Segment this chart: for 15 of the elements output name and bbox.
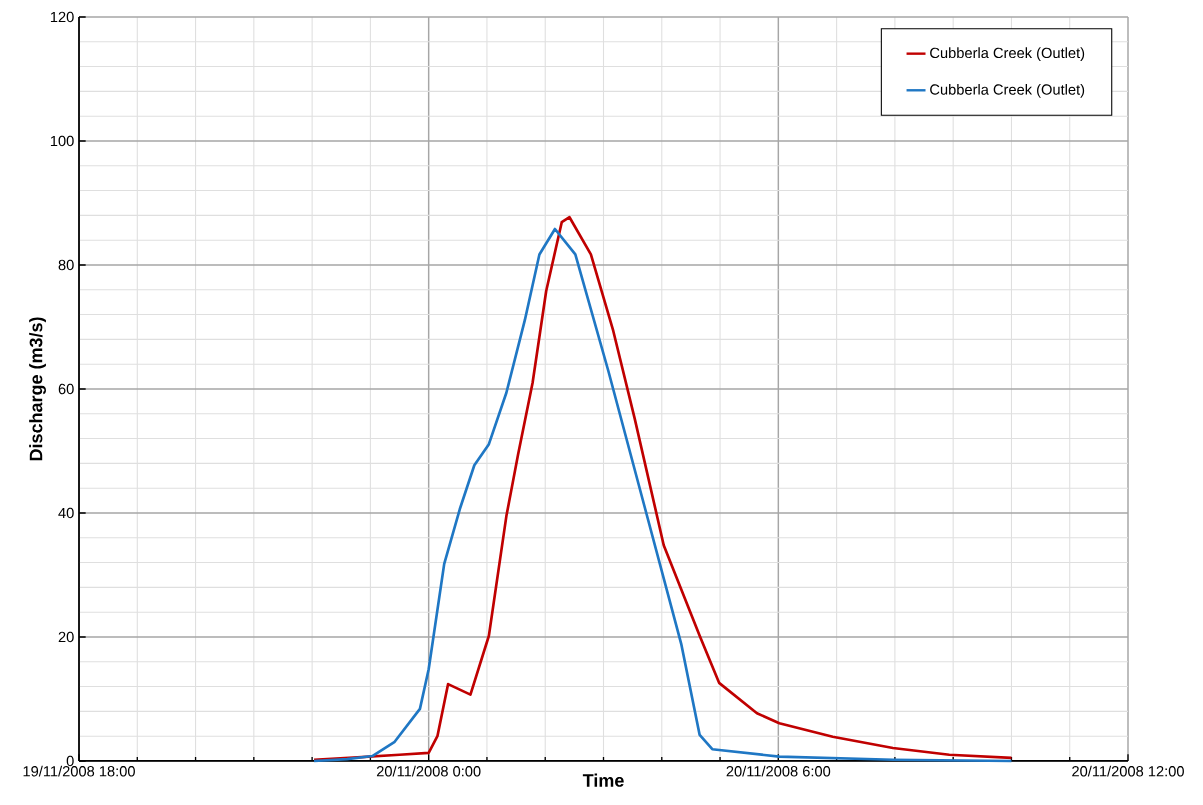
y-tick-label: 120 [50,11,74,23]
legend-label: Cubberla Creek (Outlet) [930,47,1085,61]
y-axis-title: Discharge (m3/s) [29,317,46,461]
x-axis-title: Time [582,773,624,787]
y-tick-label: 60 [58,383,74,395]
y-tick-label: 0 [66,755,74,767]
x-tick-label: 20/11/2008 12:00 [1072,765,1184,777]
y-tick-label: 100 [50,135,74,147]
x-tick-label: 20/11/2008 6:00 [726,765,831,777]
y-tick-label: 40 [58,507,74,519]
legend-label: Cubberla Creek (Outlet) [930,83,1085,98]
x-tick-label: 20/11/2008 0:00 [376,765,481,777]
x-tick-label: 19/11/2008 18:00 [23,765,135,777]
y-tick-label: 20 [58,631,74,643]
y-tick-label: 80 [58,259,74,271]
